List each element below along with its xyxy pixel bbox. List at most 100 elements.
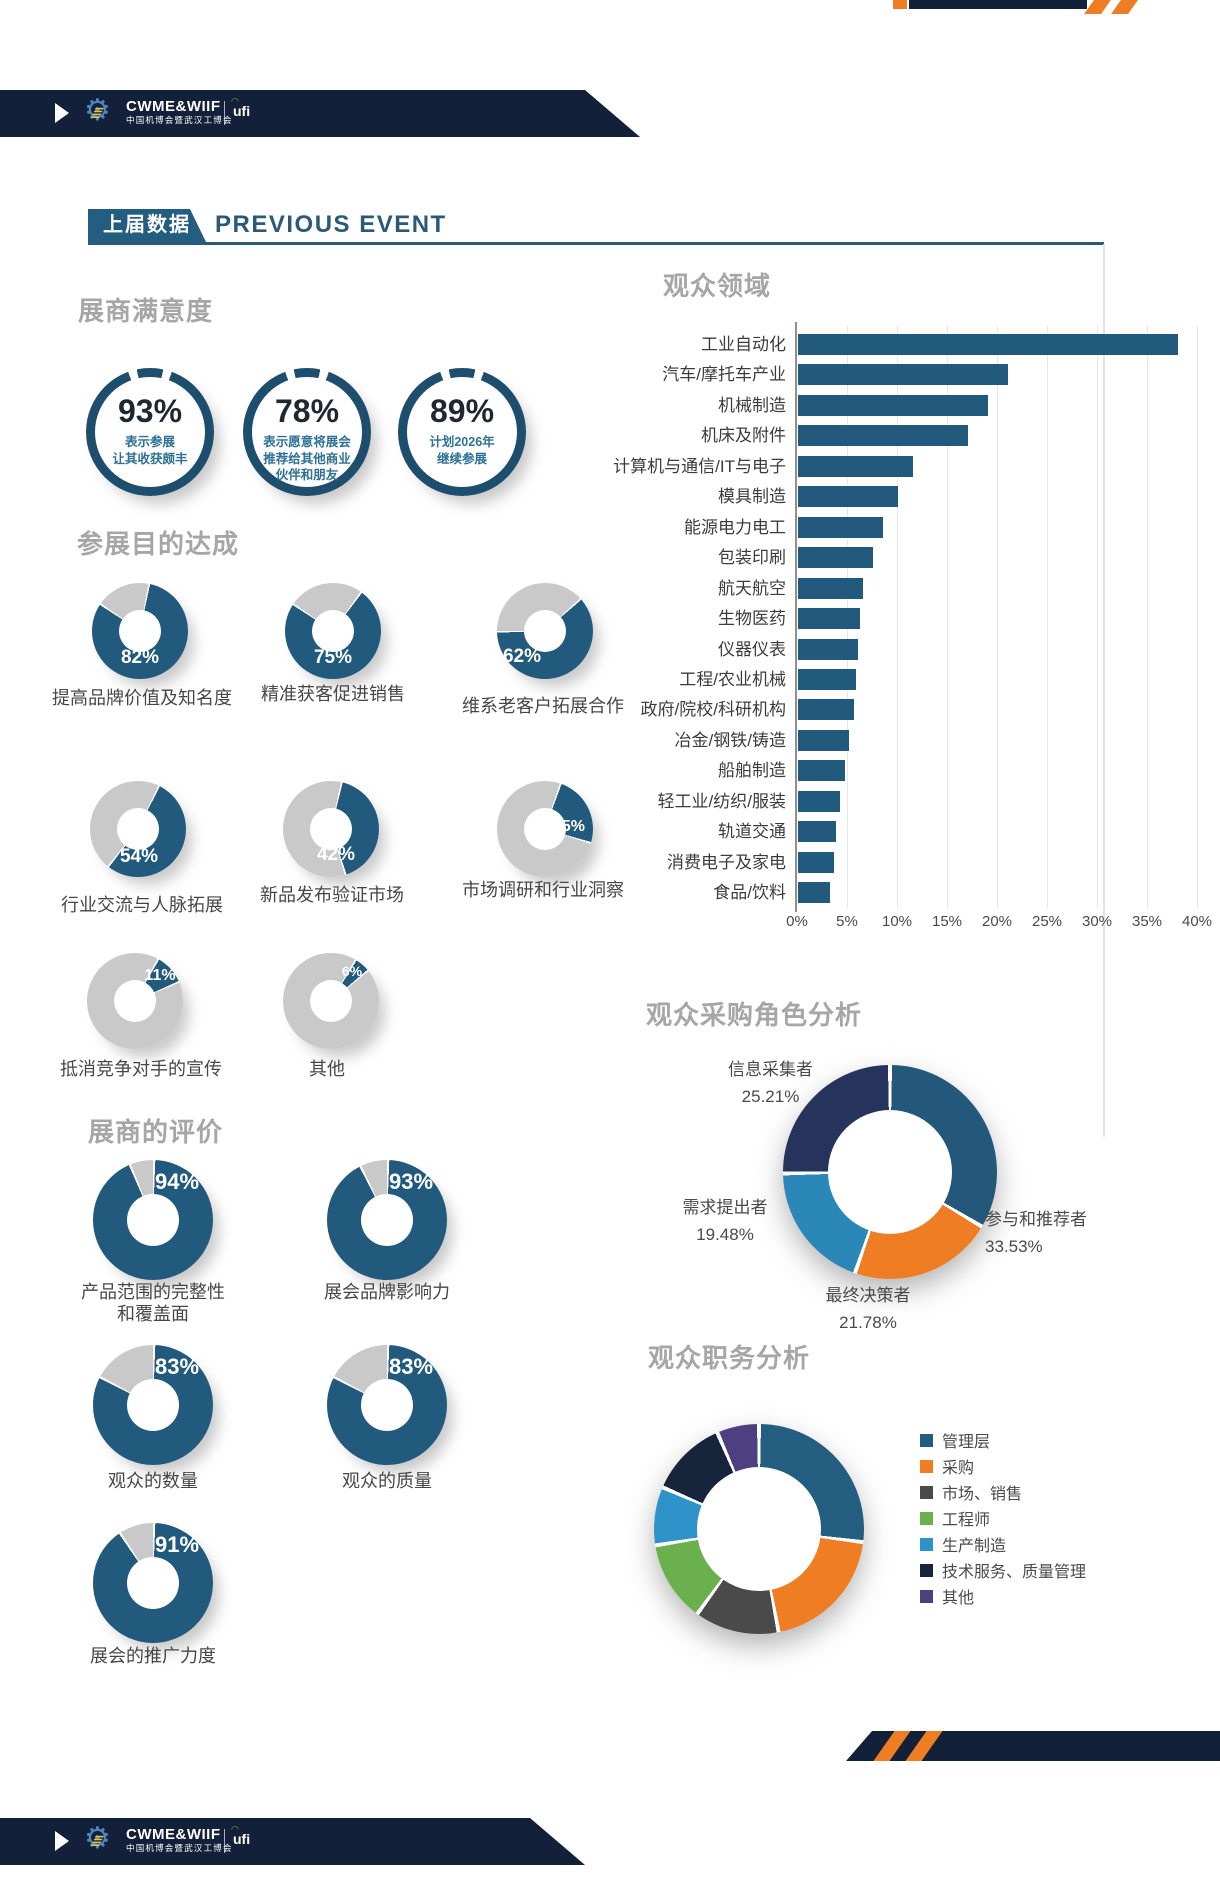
bar-category-label: 冶金/钢铁/铸造 — [674, 730, 786, 750]
evaluation-donut — [327, 1160, 447, 1280]
bar — [798, 516, 883, 538]
evaluation-donut — [93, 1523, 213, 1643]
bar-category-label: 计算机与通信/IT与电子 — [613, 456, 786, 476]
bar — [798, 455, 913, 477]
legend-swatch — [920, 1433, 933, 1447]
legend-label: 生产制造 — [942, 1538, 1007, 1555]
bottom-right-decoration — [846, 1731, 1220, 1761]
bar-chart-axis-line — [795, 322, 797, 912]
kpi-ring-value: 89% — [429, 393, 495, 429]
bar — [798, 486, 898, 508]
footer-bar: ⚙ ≣ CWME&WIIF 中国机博会暨武汉工博会 ◠ ufi — [0, 1818, 585, 1865]
bar — [798, 394, 988, 416]
bar-category-label: 食品/饮料 — [713, 883, 786, 903]
evaluation-donut-value: 83% — [154, 1354, 200, 1379]
legend-swatch — [920, 1537, 933, 1551]
legend-label: 其他 — [942, 1590, 975, 1607]
bar-category-label: 工程/农业机械 — [679, 669, 786, 689]
bar — [798, 790, 840, 812]
bar-axis-tick-label: 0% — [786, 913, 808, 930]
bar — [798, 821, 836, 843]
job-title-donut-hole — [697, 1467, 821, 1591]
evaluation-donut — [93, 1345, 213, 1465]
evaluation-donut-hole — [127, 1194, 179, 1246]
purpose-donut — [283, 781, 379, 877]
bar-axis-tick-label: 35% — [1131, 913, 1163, 930]
bar-axis-tick-label: 15% — [931, 913, 963, 930]
purpose-donut-value: 25% — [552, 818, 586, 835]
bar — [798, 425, 968, 447]
evaluation-donut — [327, 1345, 447, 1465]
purpose-donut-label: 行业交流与人脉拓展 — [61, 895, 223, 915]
gear-logo-icon: ⚙ ≣ — [84, 1822, 111, 1855]
kpi-ring — [86, 368, 214, 496]
bar-category-label: 船舶制造 — [718, 761, 786, 781]
bar-category-label: 生物医药 — [718, 609, 786, 629]
heading-visitor-fields: 观众领域 — [662, 271, 771, 301]
purpose-donut-label: 精准获客促进销售 — [261, 684, 405, 704]
bar-category-label: 能源电力电工 — [684, 517, 786, 537]
kpi-ring-hole — [252, 377, 362, 487]
kpi-ring-description: 表示参展 让其收获颇丰 — [112, 435, 188, 466]
kpi-ring-value: 93% — [117, 393, 183, 429]
bar-category-label: 政府/院校/科研机构 — [640, 700, 786, 720]
purpose-donut-value: 42% — [316, 844, 356, 865]
legend-swatch — [920, 1459, 933, 1473]
bar-category-label: 航天航空 — [718, 578, 786, 598]
play-triangle-icon — [55, 103, 69, 123]
heading-purpose: 参展目的达成 — [77, 529, 240, 559]
bar-category-label: 包装印刷 — [718, 548, 786, 568]
purpose-donut — [90, 781, 186, 877]
bar-axis-tick-label: 5% — [836, 913, 858, 930]
ufi-logo: ◠ ufi — [231, 1824, 251, 1847]
bar-chart-gridline — [897, 326, 898, 908]
bar-category-label: 机床及附件 — [701, 426, 786, 446]
legend-label: 采购 — [942, 1460, 975, 1477]
heading-satisfaction: 展商满意度 — [78, 296, 214, 326]
bar — [798, 699, 854, 721]
bar — [798, 638, 858, 660]
purpose-donut-value: 54% — [119, 846, 159, 867]
deco-orange-chip — [893, 0, 907, 9]
bar-category-label: 工业自动化 — [701, 335, 786, 354]
purpose-donut-value: 62% — [502, 646, 542, 667]
purpose-donut-label: 维系老客户拓展合作 — [462, 696, 624, 716]
bar-axis-tick-label: 40% — [1181, 913, 1213, 930]
ufi-leaf-icon: ◠ — [231, 1824, 239, 1834]
buyer-role-donut — [783, 1065, 997, 1279]
right-vertical-rule — [1103, 244, 1105, 1137]
top-right-decoration — [893, 0, 1220, 16]
legend-swatch — [920, 1589, 933, 1603]
purpose-donut-label: 市场调研和行业洞察 — [462, 880, 624, 900]
evaluation-donut — [93, 1160, 213, 1280]
buyer-role-slice-label: 需求提出者 19.48% — [682, 1198, 768, 1244]
bar-category-label: 轨道交通 — [718, 822, 786, 842]
bar-chart-gridline — [1047, 326, 1048, 908]
gear-logo-icon: ⚙ ≣ — [84, 94, 111, 127]
purpose-donut-label: 新品发布验证市场 — [260, 885, 404, 905]
purpose-donut-label: 其他 — [309, 1059, 345, 1079]
bar-category-label: 仪器仪表 — [718, 639, 786, 659]
purpose-donut-hole — [312, 610, 354, 652]
buyer-role-slice-label: 信息采集者 25.21% — [728, 1060, 813, 1106]
legend-item: 采购 — [920, 1454, 974, 1478]
purpose-donut-hole — [117, 808, 159, 850]
bar — [798, 364, 1008, 386]
deco-navy-strip — [909, 0, 1087, 9]
bar — [798, 729, 849, 751]
evaluation-donut-label: 观众的质量 — [342, 1471, 432, 1491]
legend-label: 管理层 — [942, 1434, 991, 1451]
heading-job-title: 观众职务分析 — [648, 1343, 811, 1373]
bar — [798, 577, 863, 599]
bar — [798, 547, 873, 569]
bar-axis-tick-label: 10% — [881, 913, 913, 930]
brand-name: CWME&WIIF — [126, 98, 221, 115]
job-title-donut — [654, 1424, 864, 1634]
bar — [798, 334, 1178, 355]
bar — [798, 760, 845, 782]
deco-orange-stripe — [1084, 0, 1111, 14]
kpi-ring-value: 78% — [274, 393, 340, 429]
purpose-donut-hole — [310, 808, 352, 850]
brand-name: CWME&WIIF — [126, 1826, 221, 1843]
